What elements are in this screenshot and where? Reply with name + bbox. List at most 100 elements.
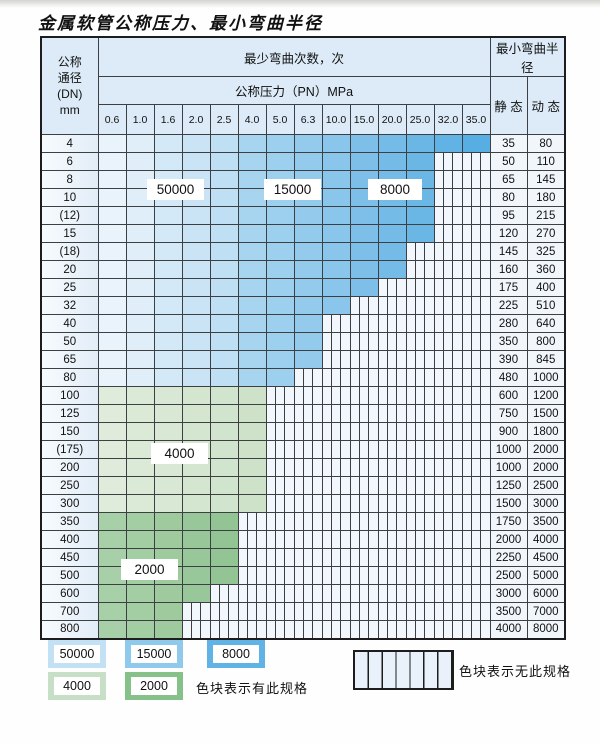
dn-cell: 100 — [40, 386, 99, 405]
dynamic-cell: 325 — [526, 242, 566, 261]
pressure-header: 公称压力（PN）MPa — [97, 76, 491, 105]
no-spec-note: 色块表示无此规格 — [459, 664, 572, 679]
dn-cell: 350 — [40, 512, 99, 531]
spec-cell — [265, 368, 295, 387]
spec-cell — [209, 134, 239, 153]
no-spec-cell — [209, 584, 239, 603]
no-spec-cell — [377, 404, 407, 423]
table-row: 300 1500 3000 — [40, 494, 566, 513]
no-spec-cell — [461, 242, 491, 261]
spec-cell — [321, 260, 351, 279]
spec-cell — [209, 548, 239, 567]
spec-cell — [265, 278, 295, 297]
spec-cell — [153, 386, 183, 405]
no-spec-cell — [349, 566, 379, 585]
spec-cell — [97, 584, 127, 603]
spec-cell — [293, 152, 323, 171]
spec-cell — [153, 350, 183, 369]
no-spec-cell — [433, 602, 463, 621]
dn-cell: 250 — [40, 476, 99, 495]
no-spec-cell — [349, 548, 379, 567]
no-spec-cell — [405, 476, 435, 495]
no-spec-cell — [433, 512, 463, 531]
legend-swatch-8000: 8000 — [207, 640, 265, 668]
no-spec-cell — [265, 602, 295, 621]
no-spec-cell — [321, 368, 351, 387]
static-cell: 2500 — [489, 566, 528, 585]
has-spec-note: 色块表示有此规格 — [196, 681, 309, 696]
spec-cell — [181, 224, 211, 243]
scan-edge-strip — [0, 0, 600, 8]
table-row: 350 1750 3500 — [40, 512, 566, 531]
static-cell: 1000 — [489, 440, 528, 459]
no-spec-cell — [293, 512, 323, 531]
dynamic-cell: 640 — [526, 314, 566, 333]
no-spec-cell — [405, 494, 435, 513]
dn-cell: (175) — [40, 440, 99, 459]
spec-cell — [377, 224, 407, 243]
legend-swatch-4000: 4000 — [48, 672, 106, 700]
spec-cell — [97, 422, 127, 441]
spec-cell — [125, 314, 155, 333]
static-cell: 2250 — [489, 548, 528, 567]
no-spec-cell — [377, 332, 407, 351]
dynamic-cell: 270 — [526, 224, 566, 243]
table-row: 200 1000 2000 — [40, 458, 566, 477]
spec-cell — [237, 278, 267, 297]
no-spec-cell — [461, 512, 491, 531]
pressure-value: 5.0 — [265, 104, 295, 135]
spec-cell — [237, 242, 267, 261]
spec-cell — [125, 530, 155, 549]
spec-cell — [125, 368, 155, 387]
spec-cell — [321, 278, 351, 297]
spec-cell — [181, 566, 211, 585]
no-spec-cell — [321, 458, 351, 477]
spec-cell — [293, 350, 323, 369]
dn-cell: 40 — [40, 314, 99, 333]
no-spec-cell — [321, 602, 351, 621]
spec-cell — [97, 602, 127, 621]
no-spec-cell — [377, 602, 407, 621]
no-spec-cell — [321, 440, 351, 459]
dn-cell: (18) — [40, 242, 99, 261]
spec-cell — [125, 152, 155, 171]
no-spec-cell — [433, 314, 463, 333]
min-bend-radius-header: 最小弯曲半径 — [489, 36, 566, 77]
spec-cell — [181, 206, 211, 225]
no-spec-cell — [405, 350, 435, 369]
spec-table: 公称 通径 (DN) mm 最少弯曲次数，次 最小弯曲半径 公称压力（PN）MP… — [40, 36, 566, 640]
spec-cell — [209, 152, 239, 171]
legend-swatch-50000: 50000 — [48, 640, 106, 668]
dynamic-cell: 360 — [526, 260, 566, 279]
spec-cell — [181, 584, 211, 603]
spec-cell — [265, 152, 295, 171]
no-spec-cell — [265, 386, 295, 405]
no-spec-cell — [209, 620, 239, 639]
no-spec-cell — [349, 314, 379, 333]
no-spec-cell — [433, 242, 463, 261]
no-spec-cell — [377, 368, 407, 387]
spec-cell — [209, 422, 239, 441]
table-row: 500 2500 5000 — [40, 566, 566, 585]
table-row: 600 3000 6000 — [40, 584, 566, 603]
spec-cell — [97, 242, 127, 261]
spec-cell — [349, 260, 379, 279]
static-cell: 4000 — [489, 620, 528, 639]
legend-swatch-15000: 15000 — [125, 640, 183, 668]
pressure-value: 0.6 — [97, 104, 127, 135]
spec-cell — [97, 440, 127, 459]
spec-cell — [97, 134, 127, 153]
spec-cell — [377, 260, 407, 279]
spec-cell — [321, 134, 351, 153]
no-spec-cell — [349, 440, 379, 459]
spec-cell — [209, 332, 239, 351]
spec-cell — [97, 476, 127, 495]
no-spec-cell — [349, 476, 379, 495]
no-spec-cell — [293, 458, 323, 477]
no-spec-cell — [461, 368, 491, 387]
static-cell: 175 — [489, 278, 528, 297]
no-spec-cell — [349, 602, 379, 621]
table-row: 450 2250 4500 — [40, 548, 566, 567]
no-spec-cell — [433, 278, 463, 297]
